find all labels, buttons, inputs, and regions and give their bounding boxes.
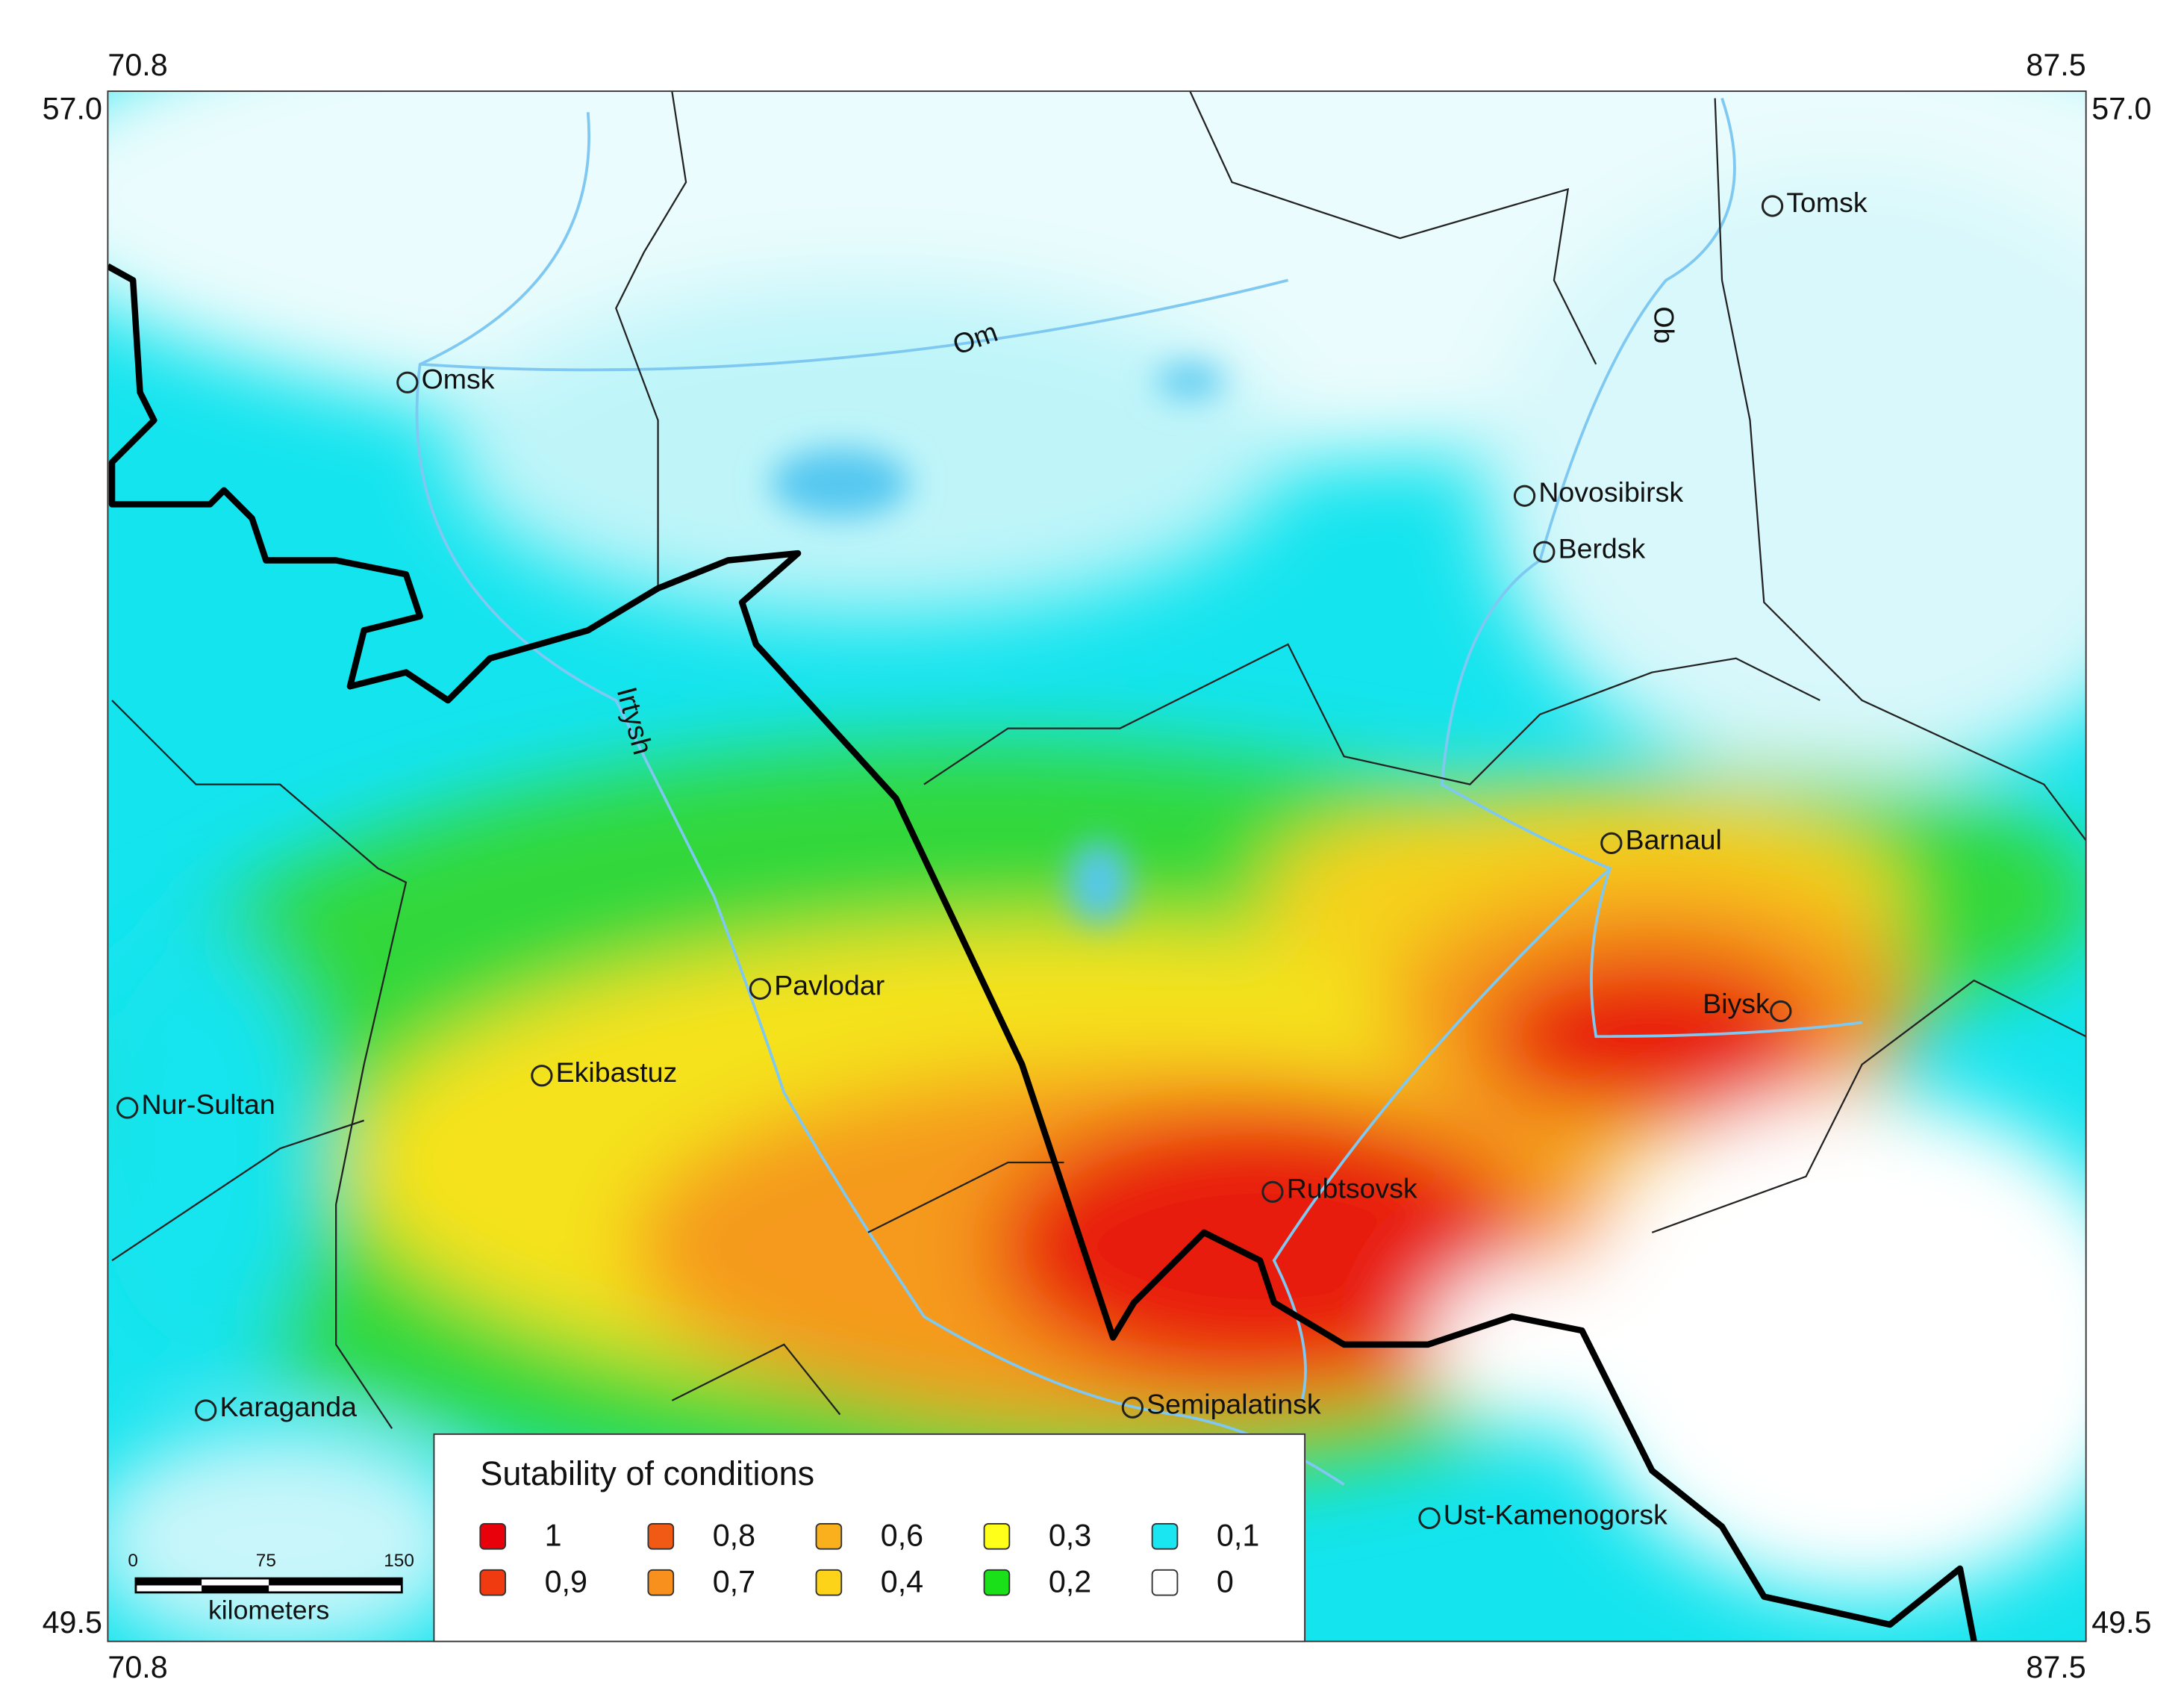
legend-swatch [815,1569,843,1596]
city-marker [1600,832,1623,855]
cities: Tomsk Omsk Novosibirsk Berdsk Barnaul Pavloda… [116,187,1868,1530]
city-marker [749,977,772,1000]
city-label: Ust-Kamenogorsk [1444,1498,1667,1530]
frame-label: 57.0 [43,91,102,125]
city-label: Barnaul [1626,824,1722,855]
legend-label: 0,7 [713,1564,755,1598]
legend-swatch [647,1522,675,1550]
legend-swatch [479,1569,507,1596]
city-label: Omsk [422,363,495,394]
city-label: Ekibastuz [556,1056,678,1088]
frame-label: 49.5 [43,1605,102,1640]
scale-tick: 75 [256,1551,276,1571]
legend-label: 0,4 [881,1564,923,1598]
frame-label: 87.5 [2026,48,2085,82]
legend-label: 0,8 [713,1519,755,1553]
city-marker [1121,1396,1144,1419]
legend-label: 0,2 [1049,1564,1091,1598]
city-label: Berdsk [1559,532,1646,564]
legend-swatch [479,1522,507,1550]
river-label: Ob [1648,306,1679,343]
legend-label: 0,1 [1217,1519,1259,1553]
city-marker [1261,1180,1284,1204]
legend-label: 0,6 [881,1519,923,1553]
scale-bar-segment [135,1578,202,1586]
city-label: Biysk [1703,988,1770,1019]
admin-borders [111,91,2086,1430]
frame-label: 70.8 [107,1650,167,1684]
legend-swatch [1151,1522,1179,1550]
scale-tick: 0 [128,1551,138,1571]
legend-label: 0 [1217,1564,1234,1598]
legend-label: 1 [545,1519,562,1553]
city-marker [195,1399,217,1422]
legend-label: 0,9 [545,1564,587,1598]
city-marker [1533,541,1556,563]
legend: Sutability of conditions 1 0,9 0,8 0,7 0,6 0,… [433,1433,1306,1643]
frame-label: 87.5 [2026,1650,2085,1684]
river-lines [415,97,1862,1486]
legend-swatch [983,1569,1011,1596]
city-label: Nur-Sultan [141,1089,275,1120]
legend-swatch [983,1522,1011,1550]
city-label: Semipalatinsk [1146,1388,1321,1419]
city-marker [1770,1000,1792,1023]
raster [107,91,2086,1642]
city-marker [531,1065,553,1087]
legend-items: 1 0,9 0,8 0,7 0,6 0,4 0,3 0,2 0,1 0 [479,1519,1259,1598]
frame-label: 70.8 [107,48,167,82]
city-label: Novosibirsk [1538,476,1683,508]
city-label: Karaganda [219,1391,357,1422]
scale-tick: 150 [384,1551,414,1571]
city-marker [116,1097,139,1119]
legend-swatch [647,1569,675,1596]
city-marker [1761,195,1784,217]
scale-bar-segment [202,1585,269,1593]
legend-swatch [1151,1569,1179,1596]
scale-bar: 0 75 150 kilometers [128,1551,414,1625]
city-marker [1513,485,1536,507]
frame-label: 49.5 [2091,1605,2151,1640]
city-marker [396,371,419,393]
scale-unit: kilometers [208,1596,329,1625]
city-label: Tomsk [1786,187,1868,218]
legend-label: 0,3 [1049,1519,1091,1553]
city-label: Rubtsovsk [1287,1172,1417,1204]
scale-bar-segment [269,1578,402,1586]
state-border [107,263,1977,1642]
city-label: Pavlodar [774,969,884,1000]
city-marker [1418,1507,1441,1530]
legend-swatch [815,1522,843,1550]
frame-label: 57.0 [2091,91,2151,125]
legend-title: Sutability of conditions [480,1454,814,1492]
